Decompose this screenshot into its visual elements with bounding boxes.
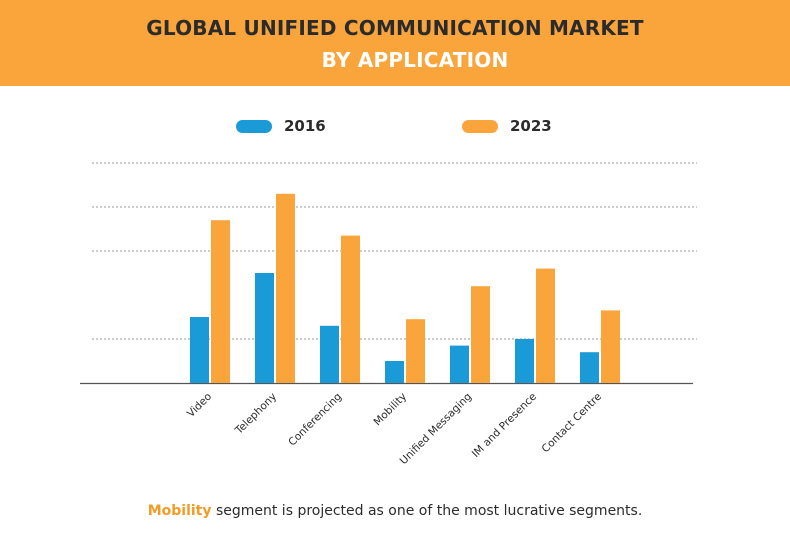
bar-video-2016: [190, 317, 209, 383]
legend-swatch-2023: [462, 119, 498, 133]
footer-highlight: Mobility: [147, 503, 212, 519]
bar-conferencing-2023: [341, 235, 360, 383]
bar-chart: Video Telephony Conferencing MobilityUnifie…: [80, 162, 697, 467]
bar-contact-centre-2016: [580, 352, 599, 383]
legend-item-2023: 2023: [462, 116, 552, 136]
x-tick-label-mobility: Mobility: [371, 391, 409, 429]
bar-video-2023: [211, 220, 230, 383]
x-tick-label-unified-messaging: Unified Messaging: [398, 391, 474, 467]
x-tick-label-conferencing: Conferencing: [286, 391, 344, 449]
legend-label-2023: 2023: [510, 117, 552, 135]
bar-conferencing-2016: [320, 325, 339, 383]
footer-text: segment is projected as one of the most …: [211, 503, 643, 519]
bar-telephony-2016: [255, 273, 274, 383]
bar-im-and-presence-2016: [515, 339, 534, 383]
bar-mobility-2023: [406, 319, 425, 383]
legend-swatch-2016: [236, 119, 272, 133]
x-tick-label-video: Video: [185, 391, 214, 420]
chart-title-line2: BY APPLICATION: [321, 48, 509, 72]
legend-item-2016: 2016: [236, 116, 326, 136]
footer-note: Mobility segment is projected as one of …: [0, 503, 790, 519]
header-banner: GLOBAL UNIFIED COMMUNICATION MARKET BY A…: [0, 0, 790, 86]
x-tick-label-im-and-presence: IM and Presence: [470, 391, 539, 460]
bar-unified-messaging-2023: [471, 286, 490, 383]
bar-telephony-2023: [276, 193, 295, 383]
x-tick-label-contact-centre: Contact Centre: [540, 391, 605, 456]
bar-unified-messaging-2016: [450, 345, 469, 383]
chart-title-line1: GLOBAL UNIFIED COMMUNICATION MARKET: [146, 16, 644, 40]
bar-mobility-2016: [385, 361, 404, 383]
legend-label-2016: 2016: [284, 117, 326, 135]
x-tick-label-telephony: Telephony: [232, 391, 279, 438]
bar-contact-centre-2023: [601, 310, 620, 383]
bar-im-and-presence-2023: [536, 268, 555, 383]
